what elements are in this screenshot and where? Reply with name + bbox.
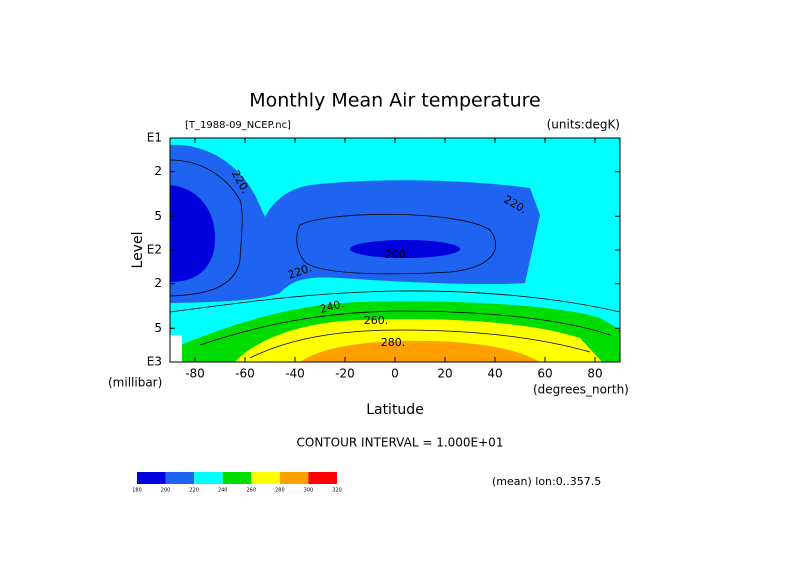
y-tick-label: 5 xyxy=(154,321,162,335)
colorbar-label: 240 xyxy=(218,488,228,494)
colorbar-label: 300 xyxy=(304,488,314,494)
contour-line xyxy=(249,329,591,359)
x-tick-label: 60 xyxy=(537,367,552,381)
y-tick-label: E2 xyxy=(147,243,162,257)
colorbar-label: 320 xyxy=(332,488,342,494)
y-tick-label: 2 xyxy=(154,276,162,290)
footnote: CONTOUR INTERVAL = 1.000E+01 xyxy=(297,436,504,450)
x-tick-label: 80 xyxy=(587,367,602,381)
x-tick-label: -40 xyxy=(285,367,305,381)
units: (units:degK) xyxy=(547,118,620,132)
colorbar-label: 200 xyxy=(161,488,171,494)
y-tick-label: 2 xyxy=(154,164,162,178)
subtitle: [T_1988-09_NCEP.nc] xyxy=(185,120,291,131)
contour-field xyxy=(170,138,620,362)
y-axis-label: Level xyxy=(130,232,146,269)
x-tick-label: 0 xyxy=(391,367,399,381)
contour-label: 260. xyxy=(364,314,389,327)
colorbar-swatch xyxy=(165,472,195,484)
contour-line xyxy=(296,213,496,275)
colorbar-label: 180 xyxy=(132,488,142,494)
x-tick-label: -80 xyxy=(185,367,205,381)
contour-region xyxy=(170,185,215,282)
contour-line xyxy=(170,159,243,297)
x-tick-label: -20 xyxy=(335,367,355,381)
contour-region xyxy=(170,144,540,303)
contour-label: 240. xyxy=(318,297,345,316)
colorbar-label: 280 xyxy=(275,488,285,494)
x-unit: (degrees_north) xyxy=(533,383,629,397)
annotation: (mean) lon:0..357.5 xyxy=(492,475,601,488)
colorbar-swatch xyxy=(308,472,337,484)
x-tick-label: -60 xyxy=(235,367,255,381)
colorbar-swatch xyxy=(251,472,280,484)
y-tick-label: E3 xyxy=(147,355,162,369)
contour-label: 200. xyxy=(385,248,410,261)
colorbar-label: 220 xyxy=(189,488,199,494)
x-axis-label: Latitude xyxy=(366,402,424,418)
contour-label: 280. xyxy=(381,336,406,349)
y-tick-label: 5 xyxy=(154,209,162,223)
colorbar-swatch xyxy=(194,472,223,484)
missing-data xyxy=(170,335,182,362)
colorbar-swatch xyxy=(137,472,166,484)
contour-line xyxy=(170,290,620,313)
x-tick-label: 20 xyxy=(437,367,452,381)
colorbar-label: 260 xyxy=(247,488,257,494)
contour-region xyxy=(350,240,460,258)
y-unit: (millibar) xyxy=(108,376,162,390)
chart-title: Monthly Mean Air temperature xyxy=(249,90,540,112)
y-tick-label: E1 xyxy=(147,131,162,145)
colorbar-swatch xyxy=(222,472,252,484)
contour-line xyxy=(199,310,611,346)
contour-region xyxy=(300,340,540,362)
x-tick-label: 40 xyxy=(487,367,502,381)
colorbar-swatch xyxy=(279,472,309,484)
